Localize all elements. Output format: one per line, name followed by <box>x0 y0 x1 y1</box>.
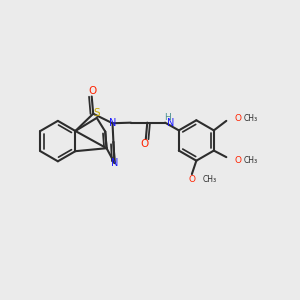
Text: O: O <box>235 114 242 123</box>
Text: CH₃: CH₃ <box>244 114 258 123</box>
Text: N: N <box>167 118 175 128</box>
Text: N: N <box>111 158 118 168</box>
Text: O: O <box>188 175 195 184</box>
Text: S: S <box>94 108 100 118</box>
Text: CH₃: CH₃ <box>202 175 216 184</box>
Text: O: O <box>88 86 96 96</box>
Text: N: N <box>109 118 116 128</box>
Text: O: O <box>140 139 149 149</box>
Text: H: H <box>164 113 171 122</box>
Text: O: O <box>235 156 242 165</box>
Text: CH₃: CH₃ <box>244 156 258 165</box>
